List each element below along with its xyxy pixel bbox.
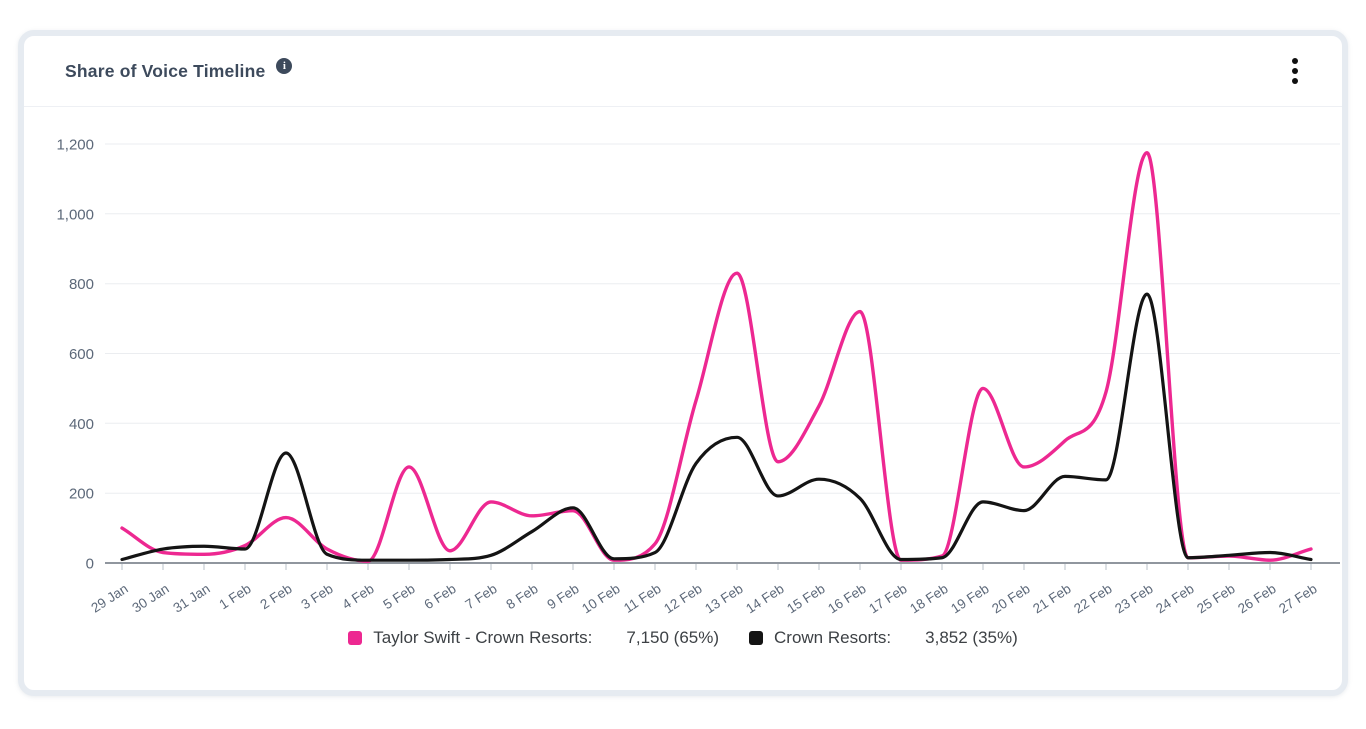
x-tick-label: 11 Feb	[621, 581, 664, 616]
kebab-dot	[1292, 68, 1298, 74]
x-tick-label: 29 Jan	[88, 581, 130, 616]
series-line-crown-resorts	[120, 292, 1313, 562]
x-tick-label: 10 Feb	[579, 581, 622, 616]
card-title: Share of Voice Timeline	[65, 60, 266, 81]
x-tick-label: 26 Feb	[1235, 581, 1278, 616]
x-tick-label: 27 Feb	[1276, 581, 1319, 616]
x-tick-label: 14 Feb	[743, 581, 786, 616]
kebab-dot	[1292, 58, 1298, 64]
x-tick-label: 23 Feb	[1112, 581, 1155, 616]
kebab-menu-button[interactable]	[1288, 52, 1302, 90]
y-tick-label: 600	[69, 346, 94, 363]
kebab-dot	[1292, 78, 1298, 84]
share-of-voice-card: Share of Voice Timeline i 0 200 400 600 800 1…	[18, 30, 1348, 696]
legend-swatch-pink	[348, 631, 363, 645]
chart-area: 0 200 400 600 800 1,000 1,200 29 Jan 30 Jan 31 Ja…	[24, 107, 1342, 619]
legend-value: 7,150 (65%)	[626, 628, 720, 647]
legend-label: Taylor Swift - Crown Resorts:	[373, 628, 593, 647]
card-header: Share of Voice Timeline i	[24, 36, 1342, 107]
legend-value: 3,852 (35%)	[925, 628, 1018, 647]
x-tick-label: 13 Feb	[702, 581, 745, 616]
x-tick-label: 21 Feb	[1030, 581, 1073, 616]
x-tick-label: 30 Jan	[129, 581, 171, 616]
x-tick-label: 3 Feb	[299, 581, 336, 612]
legend-swatch-black	[749, 631, 764, 645]
y-tick-label: 0	[86, 556, 94, 573]
x-tick-label: 6 Feb	[422, 581, 459, 612]
y-tick-label: 1,200	[56, 137, 94, 154]
x-tick-label: 17 Feb	[866, 581, 909, 616]
x-tick-label: 16 Feb	[825, 581, 868, 616]
legend-item-crown-resorts[interactable]: Crown Resorts: 3,852 (35%)	[749, 628, 1018, 648]
y-tick-label: 400	[69, 416, 94, 433]
x-tick-label: 5 Feb	[381, 581, 418, 612]
x-tick-label: 9 Feb	[545, 581, 582, 612]
x-tick-label: 19 Feb	[948, 581, 991, 616]
x-tick-label: 8 Feb	[504, 581, 541, 612]
x-tick-label: 25 Feb	[1194, 581, 1237, 616]
x-tick-label: 2 Feb	[258, 581, 295, 612]
x-tick-label: 1 Feb	[217, 581, 254, 612]
info-icon[interactable]: i	[276, 58, 293, 74]
x-tick-label: 4 Feb	[340, 581, 377, 612]
x-tick-label: 15 Feb	[784, 581, 827, 616]
x-tick-label: 31 Jan	[170, 581, 212, 616]
legend-item-taylor-swift-crown-resorts[interactable]: Taylor Swift - Crown Resorts: 7,150 (65%…	[348, 628, 719, 648]
x-tick-label: 18 Feb	[907, 581, 950, 616]
x-tick-label: 7 Feb	[463, 581, 500, 612]
x-tick-label: 12 Feb	[661, 581, 704, 616]
x-tick-label: 22 Feb	[1071, 581, 1114, 616]
y-tick-label: 800	[69, 276, 94, 293]
x-tick-label: 20 Feb	[989, 581, 1032, 616]
x-tick-label: 24 Feb	[1153, 581, 1196, 616]
legend-label: Crown Resorts:	[774, 628, 892, 647]
chart-legend: Taylor Swift - Crown Resorts: 7,150 (65%…	[24, 628, 1342, 648]
y-tick-label: 200	[69, 486, 94, 503]
y-tick-label: 1,000	[56, 206, 94, 223]
